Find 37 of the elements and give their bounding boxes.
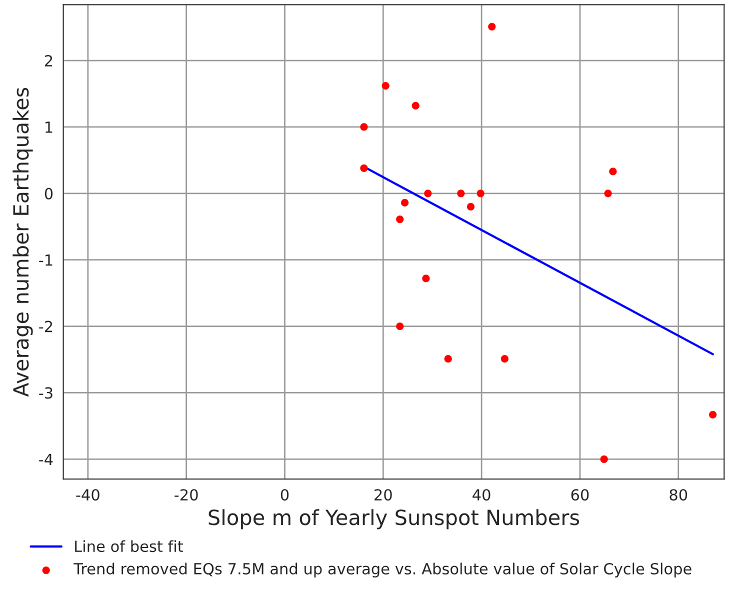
point [709,410,717,418]
point [424,190,432,198]
legend-label: Trend removed EQs 7.5M and up average vs. Absolute value of Solar Cycle Slope [74,562,692,578]
point [500,355,508,363]
point [488,22,496,30]
x-tick-label: 80 [670,489,688,501]
point [422,274,430,282]
point [604,190,612,198]
point [396,216,404,224]
y-tick-label: 2 [45,54,52,66]
y-tick-label: -4 [39,454,53,465]
point [457,190,465,198]
point [600,455,608,463]
point [466,202,475,210]
y-tick-label: -1 [39,254,52,266]
point [360,164,368,172]
x-tick-label: 60 [571,489,589,501]
legend-label: Line of best fit [75,540,184,552]
x-tick-label: 20 [374,489,392,501]
point [401,198,409,207]
y-axis-title: Average number Earthquakes [12,88,33,397]
point [412,102,420,110]
point [382,82,390,90]
point [444,355,452,363]
point [396,322,404,330]
x-tick-label: 40 [472,489,490,501]
x-tick-label: -40 [76,489,100,501]
point [360,123,368,131]
point [609,168,617,176]
y-tick-label: -2 [39,320,52,332]
point [476,190,484,198]
y-tick-label: -3 [39,387,52,399]
x-axis-title: Slope m of Yearly Sunspot Numbers [208,509,580,530]
y-tick-label: 0 [44,188,53,200]
x-tick-label: 0 [280,489,289,501]
y-tick-label: 1 [46,122,52,133]
x-tick-label: -20 [174,489,198,501]
